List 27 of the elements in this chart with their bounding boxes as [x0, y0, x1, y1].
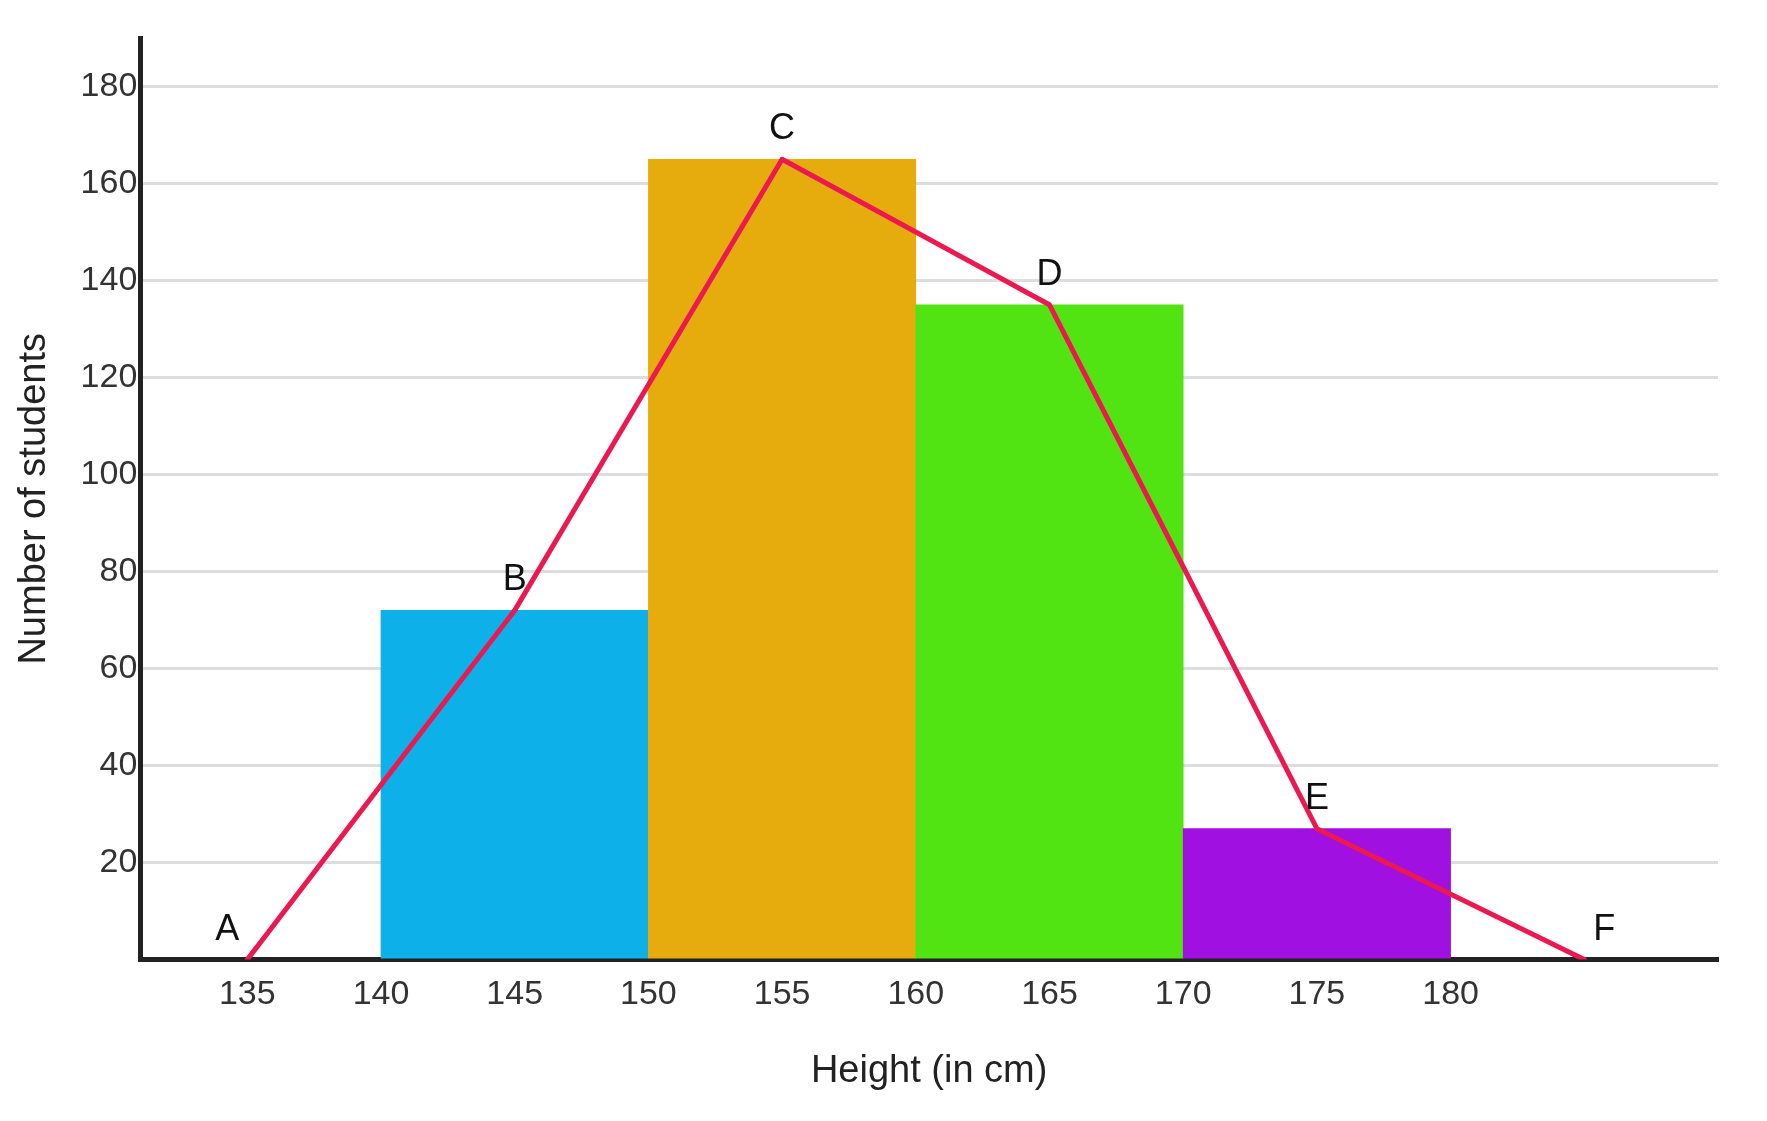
x-tick-label: 160	[887, 973, 945, 1012]
x-tick-label: 135	[218, 973, 276, 1012]
y-tick-label: 60	[99, 646, 138, 685]
x-axis-title: Height (in cm)	[810, 1047, 1048, 1090]
x-tick-label: 140	[352, 973, 410, 1012]
y-tick-label: 20	[99, 840, 138, 879]
y-tick-label: 120	[80, 355, 138, 394]
x-tick-label: 175	[1288, 973, 1346, 1012]
y-tick-label: 140	[80, 258, 138, 297]
x-tick-label: 155	[753, 973, 811, 1012]
annotation: E	[1304, 775, 1329, 817]
annotation: C	[769, 106, 796, 148]
annotation: A	[215, 906, 240, 948]
x-tick-label: 150	[620, 973, 677, 1012]
x-tick-label: 180	[1422, 973, 1479, 1012]
y-tick-label: 180	[80, 64, 138, 103]
x-tick-label: 170	[1154, 973, 1212, 1012]
y-tick-label: 40	[99, 743, 138, 782]
x-tick-label: 145	[486, 973, 544, 1012]
y-axis-title: Number of students	[11, 333, 54, 665]
annotation: B	[502, 557, 527, 599]
y-tick-label: 100	[80, 452, 138, 491]
y-tick-label: 160	[80, 161, 138, 200]
y-tick-label: 80	[99, 549, 138, 588]
annotation: D	[1036, 251, 1063, 293]
annotation: F	[1593, 906, 1616, 948]
x-tick-label: 165	[1021, 973, 1078, 1012]
